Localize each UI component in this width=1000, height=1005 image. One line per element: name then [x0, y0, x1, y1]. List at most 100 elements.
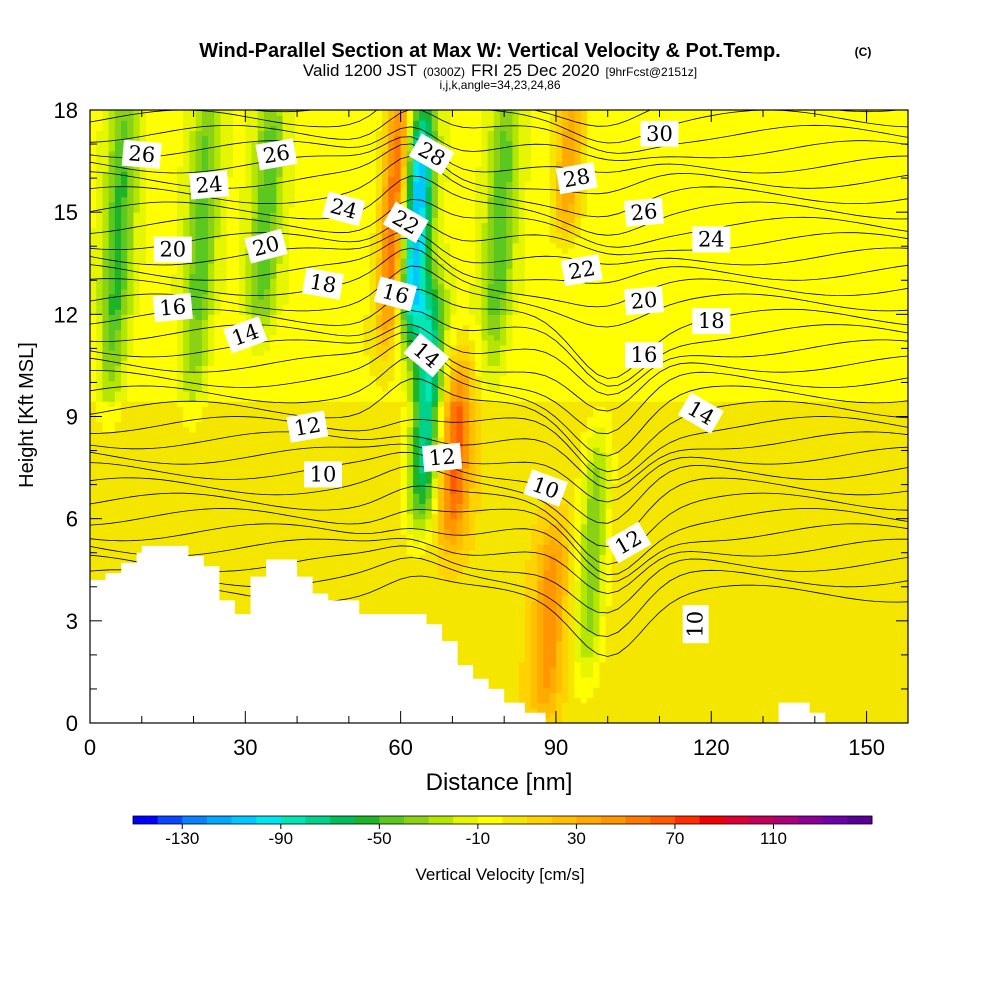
velocity-cell	[108, 171, 116, 178]
velocity-cell	[319, 309, 327, 315]
velocity-cell	[114, 569, 122, 576]
velocity-cell	[170, 110, 178, 116]
velocity-cell	[201, 365, 209, 372]
velocity-cell	[245, 605, 253, 612]
velocity-cell	[90, 319, 97, 326]
velocity-cell	[313, 171, 321, 178]
velocity-cell	[239, 299, 246, 305]
velocity-cell	[257, 380, 265, 387]
velocity-cell	[158, 360, 166, 367]
velocity-cell	[145, 493, 153, 499]
velocity-cell	[102, 426, 110, 433]
velocity-cell	[133, 201, 141, 208]
velocity-cell	[108, 462, 116, 469]
velocity-cell	[332, 247, 340, 254]
velocity-cell	[226, 120, 234, 126]
velocity-cell	[282, 370, 290, 377]
velocity-cell	[189, 161, 197, 167]
velocity-cell	[208, 247, 215, 254]
velocity-cell	[226, 559, 234, 566]
velocity-cell	[276, 350, 284, 356]
velocity-cell	[139, 186, 147, 193]
velocity-cell	[189, 472, 197, 479]
velocity-cell	[301, 181, 309, 188]
velocity-cell	[295, 299, 302, 305]
velocity-cell	[257, 278, 265, 285]
velocity-cell	[170, 288, 178, 295]
velocity-cell	[307, 375, 315, 382]
velocity-cell	[326, 442, 333, 448]
velocity-cell	[90, 181, 97, 188]
velocity-cell	[121, 472, 128, 479]
velocity-cell	[338, 299, 346, 305]
velocity-cell	[257, 421, 265, 428]
velocity-cell	[158, 344, 166, 351]
velocity-cell	[251, 360, 259, 367]
velocity-cell	[127, 467, 135, 474]
velocity-cell	[282, 186, 290, 193]
velocity-cell	[270, 375, 277, 382]
velocity-cell	[232, 477, 240, 484]
velocity-cell	[114, 125, 122, 132]
velocity-cell	[251, 554, 259, 561]
velocity-cell	[183, 477, 190, 484]
velocity-cell	[239, 579, 246, 586]
velocity-cell	[313, 155, 321, 162]
velocity-cell	[195, 385, 203, 392]
velocity-cell	[220, 263, 228, 269]
velocity-cell	[90, 329, 97, 336]
velocity-cell	[96, 150, 104, 157]
velocity-cell	[313, 334, 321, 341]
velocity-cell	[108, 503, 116, 510]
velocity-cell	[170, 125, 178, 132]
velocity-cell	[270, 304, 277, 310]
velocity-cell	[338, 523, 346, 530]
velocity-cell	[158, 472, 166, 479]
velocity-cell	[307, 247, 315, 254]
velocity-cell	[313, 579, 321, 586]
velocity-cell	[282, 544, 290, 550]
velocity-cell	[208, 411, 215, 418]
velocity-cell	[114, 442, 122, 448]
velocity-cell	[288, 523, 296, 530]
velocity-cell	[201, 390, 209, 397]
velocity-cell	[158, 488, 166, 494]
velocity-cell	[245, 181, 253, 188]
velocity-cell	[164, 493, 172, 499]
velocity-cell	[139, 115, 147, 121]
velocity-cell	[276, 375, 284, 382]
velocity-cell	[139, 247, 147, 254]
velocity-cell	[102, 253, 110, 259]
velocity-cell	[108, 421, 116, 428]
velocity-cell	[114, 273, 122, 280]
velocity-cell	[295, 411, 302, 418]
velocity-cell	[127, 554, 135, 561]
velocity-cell	[96, 508, 104, 515]
velocity-cell	[183, 431, 190, 438]
velocity-cell	[220, 288, 228, 295]
velocity-cell	[102, 207, 110, 213]
velocity-cell	[183, 232, 190, 239]
velocity-cell	[201, 421, 209, 428]
velocity-cell	[226, 554, 234, 561]
velocity-cell	[326, 115, 333, 121]
velocity-cell	[121, 539, 128, 545]
velocity-cell	[220, 207, 228, 213]
velocity-cell	[338, 375, 346, 382]
velocity-cell	[152, 442, 159, 448]
velocity-cell	[326, 304, 333, 310]
velocity-cell	[114, 191, 122, 198]
velocity-cell	[145, 488, 153, 494]
velocity-cell	[257, 416, 265, 423]
velocity-cell	[114, 319, 122, 326]
velocity-cell	[263, 268, 271, 275]
velocity-cell	[214, 268, 222, 275]
velocity-cell	[326, 574, 333, 581]
velocity-cell	[108, 477, 116, 484]
velocity-cell	[276, 288, 284, 295]
velocity-cell	[170, 166, 178, 172]
velocity-cell	[239, 488, 246, 494]
velocity-cell	[208, 207, 215, 213]
velocity-cell	[152, 135, 159, 142]
